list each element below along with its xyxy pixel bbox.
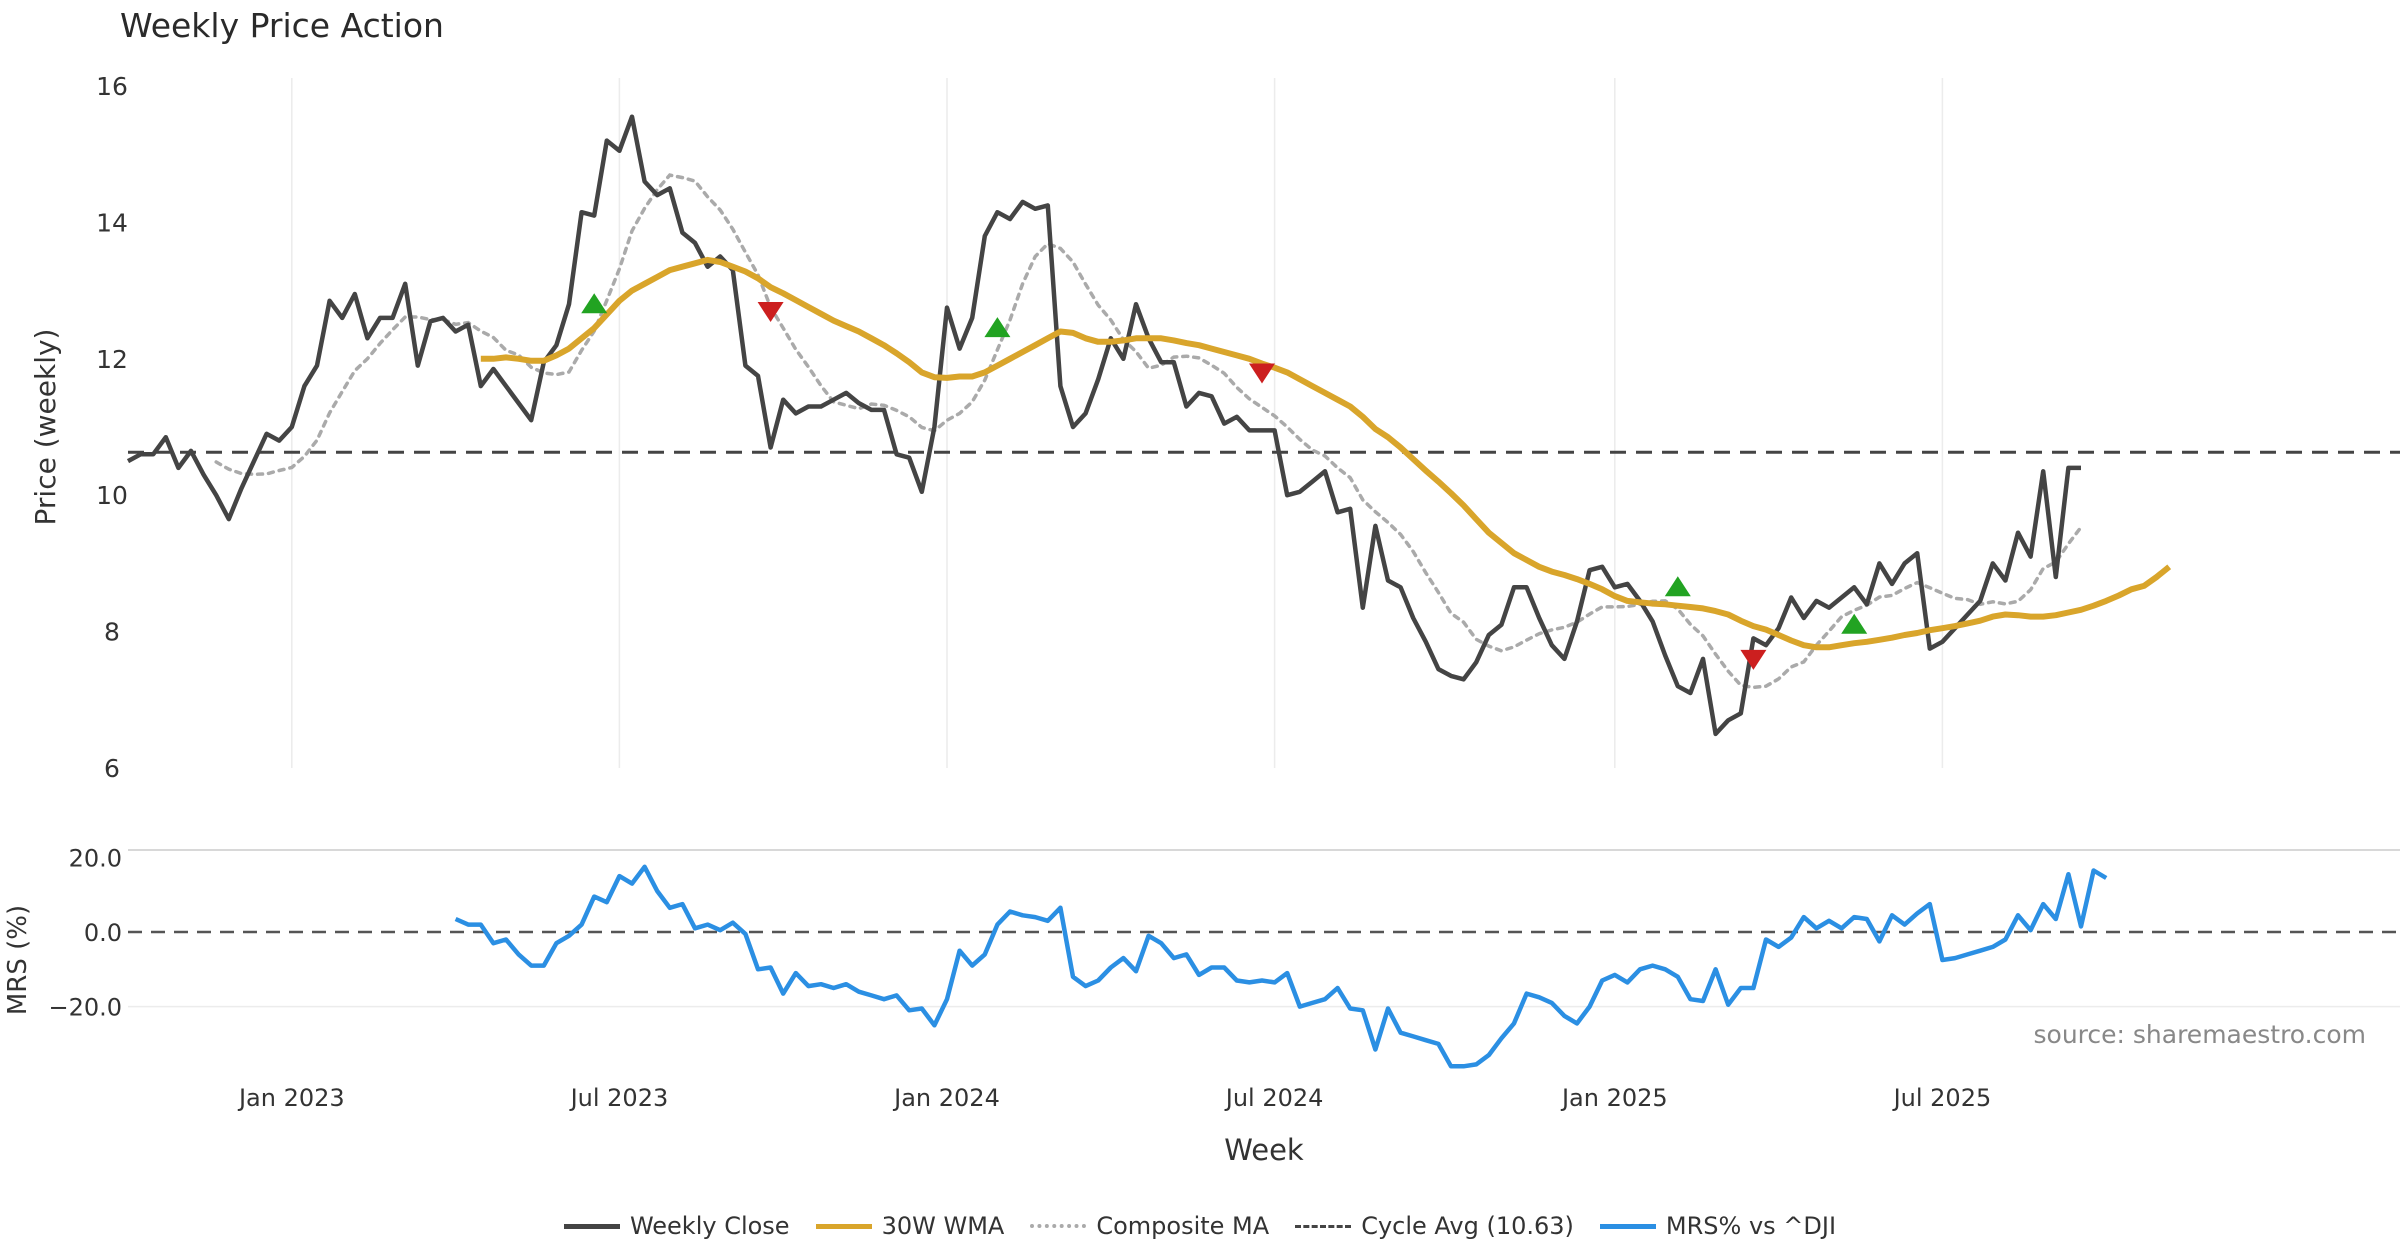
axes-labels: Jan 2023 Jul 2023 Jan 2024 Jul 2024 Jan 2025… — [3, 72, 1991, 1167]
x-tick-label: Jan 2025 — [1560, 1084, 1668, 1112]
signal-markers — [581, 293, 1868, 670]
chart-title: Weekly Price Action — [120, 6, 444, 45]
chart-legend: Weekly Close 30W WMA Composite MA Cycle … — [0, 1212, 2400, 1240]
composite-ma-line — [214, 173, 2083, 690]
legend-swatch-weekly-close — [563, 1223, 620, 1229]
legend-label-cycle-avg: Cycle Avg (10.63) — [1361, 1212, 1574, 1240]
legend-item-composite-ma: Composite MA — [1030, 1212, 1269, 1240]
mrs-y-tick-label: −20.0 — [48, 994, 122, 1022]
wma-30w-line — [480, 256, 2172, 651]
legend-item-cycle-avg: Cycle Avg (10.63) — [1295, 1212, 1574, 1240]
composite-ma-group — [214, 173, 2083, 690]
mrs-y-axis-title: MRS (%) — [3, 905, 33, 1015]
price-y-tick-label: 8 — [104, 618, 120, 647]
mrs-y-tick-label: 0.0 — [84, 919, 122, 947]
x-axis-title: Week — [1224, 1133, 1304, 1167]
weekly-close-line — [126, 114, 2081, 737]
wma-group — [480, 256, 2172, 651]
mrs-y-tick-label: 20.0 — [69, 844, 122, 872]
legend-item-weekly-close: Weekly Close — [563, 1212, 790, 1240]
mrs-group — [454, 864, 2108, 1069]
x-tick-label: Jan 2023 — [237, 1084, 345, 1112]
price-y-tick-label: 10 — [96, 481, 128, 510]
x-tick-label: Jul 2023 — [569, 1084, 669, 1112]
price-y-tick-label: 14 — [96, 208, 128, 237]
price-y-axis-title: Price (weekly) — [29, 329, 62, 526]
price-y-tick-label: 6 — [104, 754, 120, 783]
sell-signal-marker — [1249, 363, 1275, 384]
legend-swatch-cycle-avg — [1295, 1224, 1352, 1228]
buy-signal-marker — [581, 293, 608, 314]
x-tick-label: Jan 2024 — [892, 1084, 1000, 1112]
legend-label-weekly-close: Weekly Close — [629, 1212, 790, 1240]
legend-item-mrs: MRS% vs ^DJI — [1599, 1212, 1837, 1240]
mrs-line — [454, 864, 2108, 1069]
legend-item-wma: 30W WMA — [815, 1212, 1005, 1240]
legend-swatch-wma — [815, 1223, 872, 1229]
price-y-tick-label: 16 — [96, 72, 128, 101]
legend-label-composite-ma: Composite MA — [1096, 1212, 1270, 1240]
x-tick-label: Jul 2025 — [1892, 1084, 1992, 1112]
legend-swatch-mrs — [1599, 1223, 1656, 1229]
source-credit: source: sharemaestro.com — [2033, 1020, 2367, 1049]
buy-signal-marker — [984, 317, 1011, 338]
weekly-close-group — [126, 114, 2081, 737]
price-y-tick-label: 12 — [96, 345, 128, 374]
sell-signal-marker — [757, 302, 784, 323]
legend-label-mrs: MRS% vs ^DJI — [1665, 1212, 1837, 1240]
legend-label-wma: 30W WMA — [881, 1212, 1005, 1240]
legend-swatch-composite-ma — [1030, 1224, 1087, 1228]
buy-signal-marker — [1841, 613, 1868, 634]
x-tick-label: Jul 2024 — [1224, 1084, 1324, 1112]
buy-signal-marker — [1664, 576, 1691, 597]
grid-lines — [128, 78, 2400, 1008]
sell-signal-marker — [1740, 649, 1767, 670]
